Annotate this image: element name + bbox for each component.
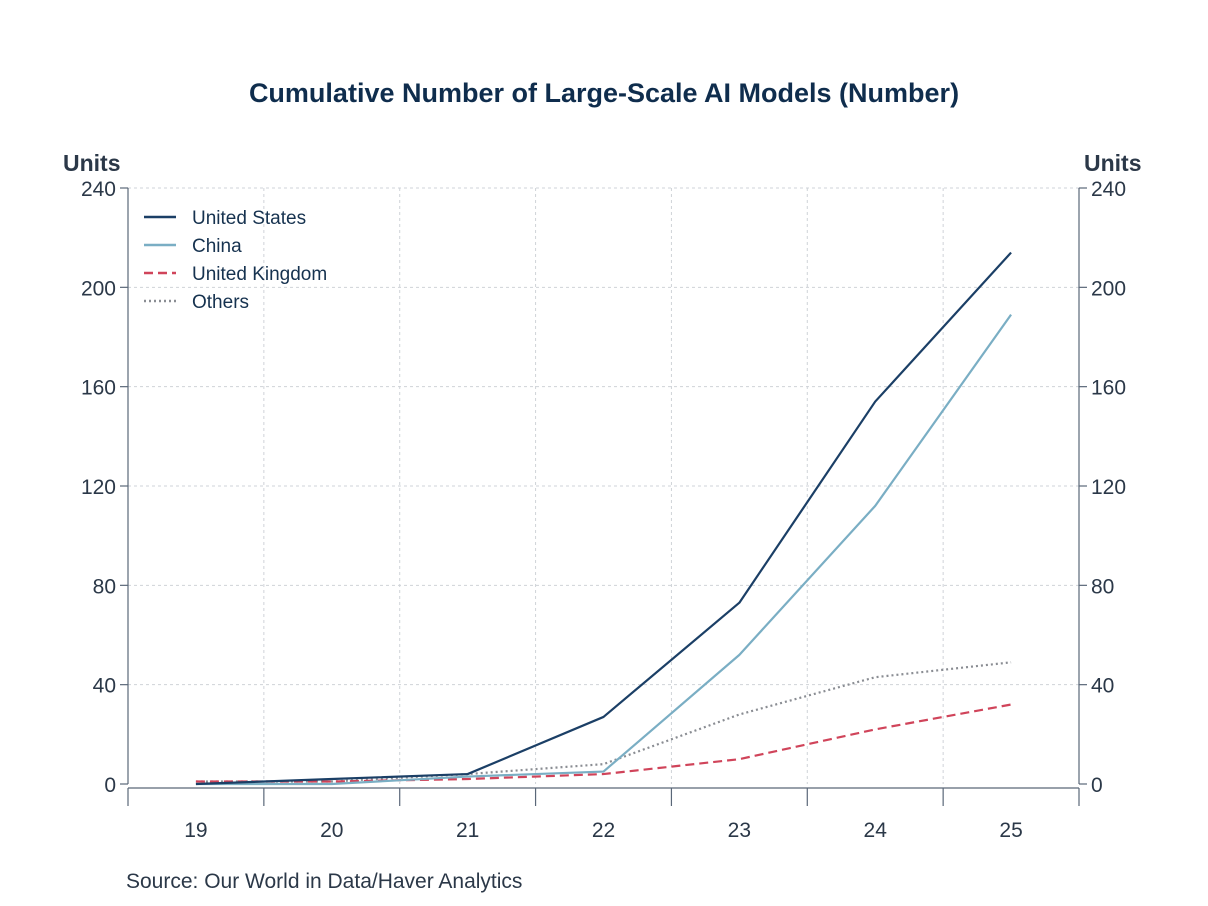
y-tick-label-left: 160 [81, 377, 116, 400]
y-axis-label-right: Units [1084, 150, 1142, 176]
x-tick-label: 21 [456, 819, 479, 842]
x-tick-label: 19 [184, 819, 207, 842]
y-tick-label-left: 120 [81, 476, 116, 499]
y-tick-label-left: 80 [93, 575, 116, 598]
y-tick-label-right: 120 [1091, 476, 1126, 499]
x-tick-label: 20 [320, 819, 343, 842]
y-tick-label-left: 240 [81, 178, 116, 201]
x-tick-label: 25 [999, 819, 1022, 842]
y-axis-label-left: Units [63, 150, 121, 176]
x-tick-label: 24 [864, 819, 888, 842]
legend-label-united-states: United States [192, 208, 306, 229]
y-tick-label-right: 240 [1091, 178, 1126, 201]
series-line-united-states [195, 251, 1012, 786]
y-tick-label-right: 160 [1091, 377, 1126, 400]
legend-label-china: China [192, 236, 242, 257]
y-tick-label-right: 200 [1091, 277, 1126, 300]
x-tick-label: 23 [728, 819, 751, 842]
legend-label-others: Others [192, 292, 249, 313]
y-tick-label-right: 0 [1091, 774, 1103, 797]
y-tick-label-right: 40 [1091, 675, 1114, 698]
y-tick-label-left: 40 [93, 675, 116, 698]
series-line-united-kingdom [195, 703, 1012, 783]
legend-label-united-kingdom: United Kingdom [192, 264, 327, 285]
y-tick-label-left: 200 [81, 277, 116, 300]
series-line-china [195, 314, 1012, 786]
source-note: Source: Our World in Data/Haver Analytic… [126, 870, 523, 893]
chart-title: Cumulative Number of Large-Scale AI Mode… [248, 78, 960, 108]
x-tick-label: 22 [592, 819, 615, 842]
series-line-others [195, 661, 1012, 783]
y-tick-label-left: 0 [104, 774, 116, 797]
y-tick-label-right: 80 [1091, 575, 1114, 598]
